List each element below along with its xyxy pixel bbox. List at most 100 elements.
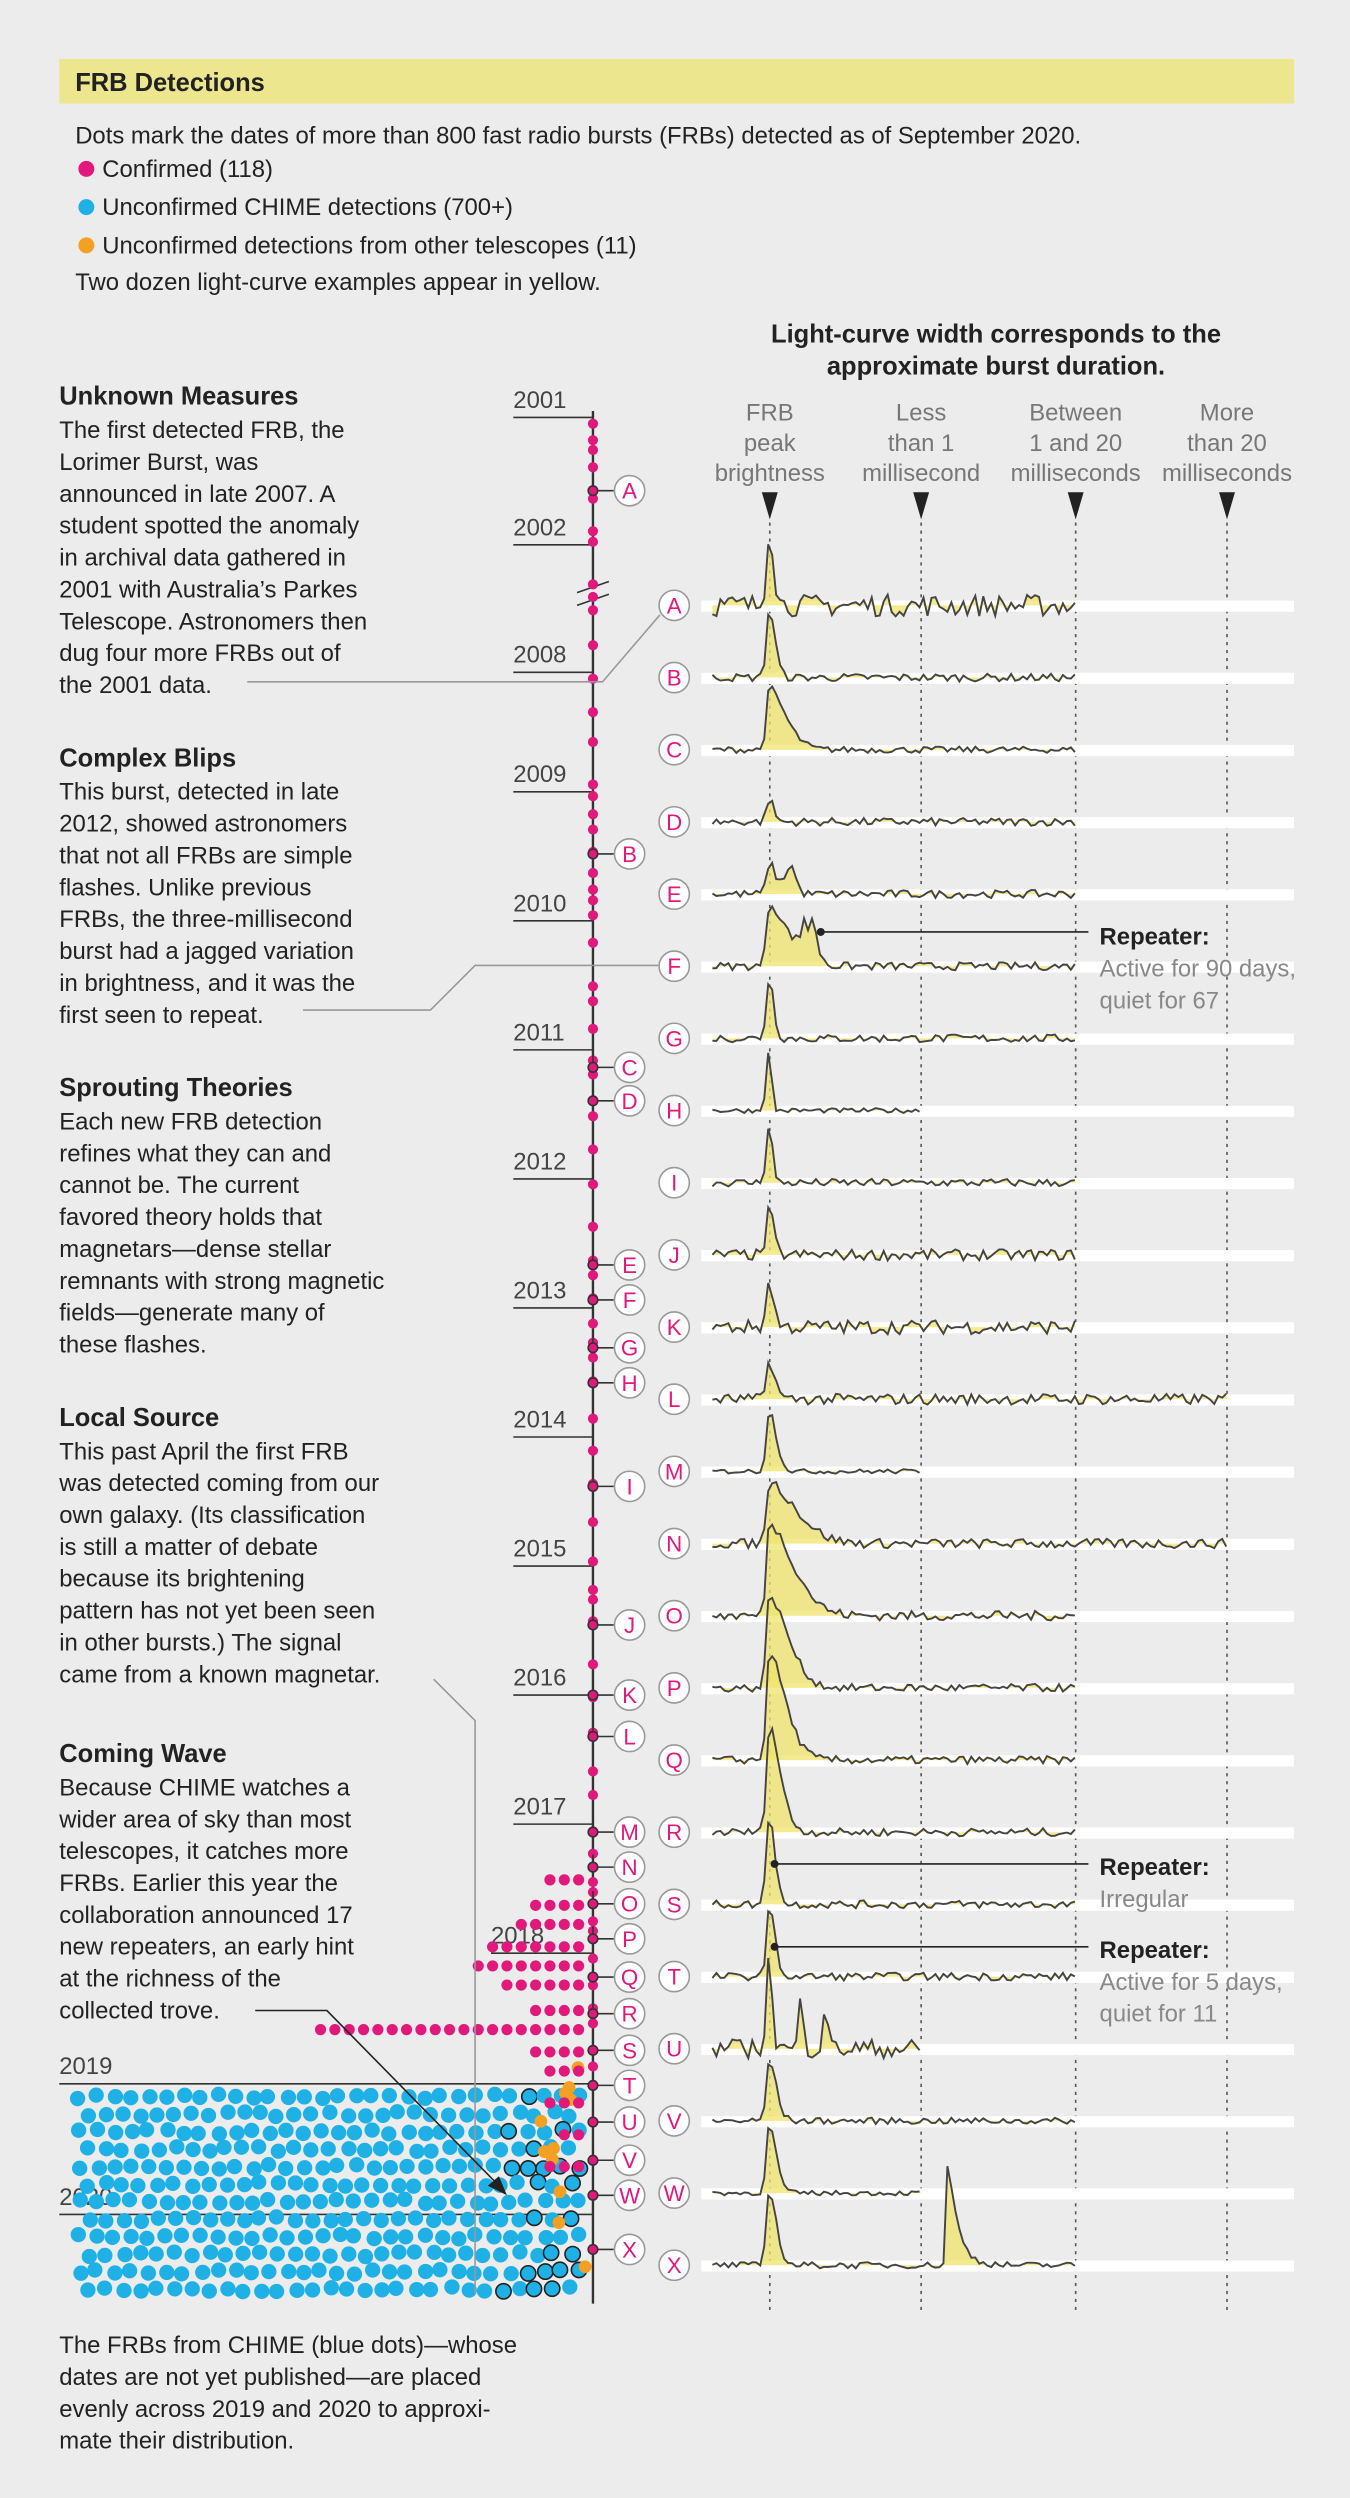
chime-dot <box>89 2228 105 2244</box>
label-letter: R <box>622 2002 638 2027</box>
chime-dot <box>141 2158 157 2175</box>
chime-dot <box>451 2263 467 2280</box>
chime-dot <box>133 2213 150 2230</box>
chime-dot <box>107 2089 124 2105</box>
chime-dot <box>237 2104 253 2120</box>
chime-dot <box>262 2227 278 2243</box>
label-circle <box>613 837 646 870</box>
label-circle <box>613 1284 646 1316</box>
chime-dot <box>441 2210 457 2226</box>
label-circle <box>613 1679 646 1712</box>
chime-dot <box>401 2124 417 2140</box>
chime-dot <box>495 2282 512 2300</box>
curve-line <box>711 612 1076 684</box>
chime-dot <box>441 2178 458 2194</box>
chime-dot <box>262 2125 278 2142</box>
chime-dot <box>503 2230 519 2246</box>
section-line: wider area of sky than most <box>58 1806 351 1833</box>
curve-band <box>701 817 1294 829</box>
chime-dot <box>82 2212 98 2228</box>
chime-dot <box>543 2280 561 2298</box>
chime-dot <box>406 2104 422 2120</box>
confirmed-dot <box>587 1556 599 1567</box>
chime-dot <box>337 2178 354 2194</box>
confirmed-dot <box>573 1979 585 1991</box>
chime-dot <box>391 2177 407 2194</box>
section-line: in brightness, and it was the <box>59 970 355 997</box>
chime-dot <box>96 2280 113 2296</box>
chime-dot <box>482 2196 499 2212</box>
chime-dot <box>176 2159 192 2175</box>
note: Two dozen light-curve examples appear in… <box>75 269 601 296</box>
section-line: dug four more FRBs out of <box>59 640 341 667</box>
title: FRB Detections <box>75 69 265 97</box>
chime-dot <box>140 2265 156 2281</box>
chime-dot <box>487 2123 503 2140</box>
callout-line-text: Irregular <box>1100 1886 1189 1913</box>
confirmed-dot <box>573 1899 585 1911</box>
confirmed-dot <box>587 1352 599 1363</box>
chime-dot <box>70 2226 86 2243</box>
chime-dot <box>305 2213 321 2229</box>
chime-dot <box>88 2193 104 2210</box>
confirmed-dot <box>587 640 599 651</box>
chime-dot <box>123 2228 139 2245</box>
year-label: 2002 <box>513 514 566 541</box>
confirmed-dot <box>573 1960 585 1972</box>
section-line: fields—generate many of <box>59 1300 325 1327</box>
chime-dot <box>192 2194 208 2210</box>
label-circle <box>613 2233 646 2266</box>
title-bar <box>59 58 1294 104</box>
chime-dot <box>519 2159 537 2177</box>
label-letter: O <box>621 1892 638 1917</box>
chime-dot <box>210 2086 227 2103</box>
section-line: Telescope. Astronomers then <box>59 608 367 635</box>
chime-dot <box>201 2176 217 2193</box>
chime-dot <box>441 2247 457 2263</box>
label-letter: O <box>666 1604 683 1629</box>
chime-dot <box>251 2139 267 2155</box>
label-letter: K <box>622 1683 637 1708</box>
confirmed-dot <box>587 1789 599 1801</box>
chime-dot <box>341 2246 357 2262</box>
chime-dot <box>297 2229 314 2245</box>
legend-label: Unconfirmed detections from other telesc… <box>102 232 636 259</box>
chime-dot <box>552 2229 569 2245</box>
chime-dot <box>388 2140 404 2156</box>
chime-dot <box>356 2211 372 2227</box>
chime-dot <box>374 2246 390 2262</box>
chime-dot <box>160 2122 176 2138</box>
label-letter: G <box>621 1336 638 1361</box>
chime-dot <box>251 2244 268 2260</box>
label-circle <box>613 1249 646 1281</box>
section-line: new repeaters, an early hint <box>59 1934 354 1961</box>
chime-dot <box>130 2178 146 2194</box>
confirmed-dot <box>587 809 599 820</box>
confirmed-dot <box>573 2097 585 2109</box>
chime-dot <box>201 2283 217 2299</box>
chime-dot <box>492 2105 508 2122</box>
chime-dot <box>71 2122 87 2138</box>
chime-dot <box>116 2213 133 2229</box>
section-line: at the richness of the <box>59 1966 281 1993</box>
section-line: This burst, detected in late <box>59 779 339 806</box>
section-line: 2001 with Australia’s Parkes <box>59 576 357 603</box>
chime-dot <box>364 2122 380 2138</box>
label-letter: T <box>667 1965 681 1990</box>
label-letter: J <box>669 1243 680 1268</box>
curve-line <box>712 1413 921 1475</box>
label-circle <box>613 1720 646 1753</box>
label-circle <box>613 1997 646 2030</box>
column-label: milliseconds <box>1162 460 1292 487</box>
label-circle <box>613 1366 646 1399</box>
section-line: FRBs, the three-millisecond <box>59 906 352 933</box>
curve-line <box>712 1654 1076 1767</box>
chime-dot <box>311 2262 327 2278</box>
chime-dot <box>228 2230 244 2246</box>
label-node <box>587 2116 599 2128</box>
section-line: Because CHIME watches a <box>59 1774 350 1801</box>
confirmed-dot <box>443 2024 456 2036</box>
chime-dot <box>173 2227 190 2243</box>
confirmed-dot <box>558 2129 570 2141</box>
